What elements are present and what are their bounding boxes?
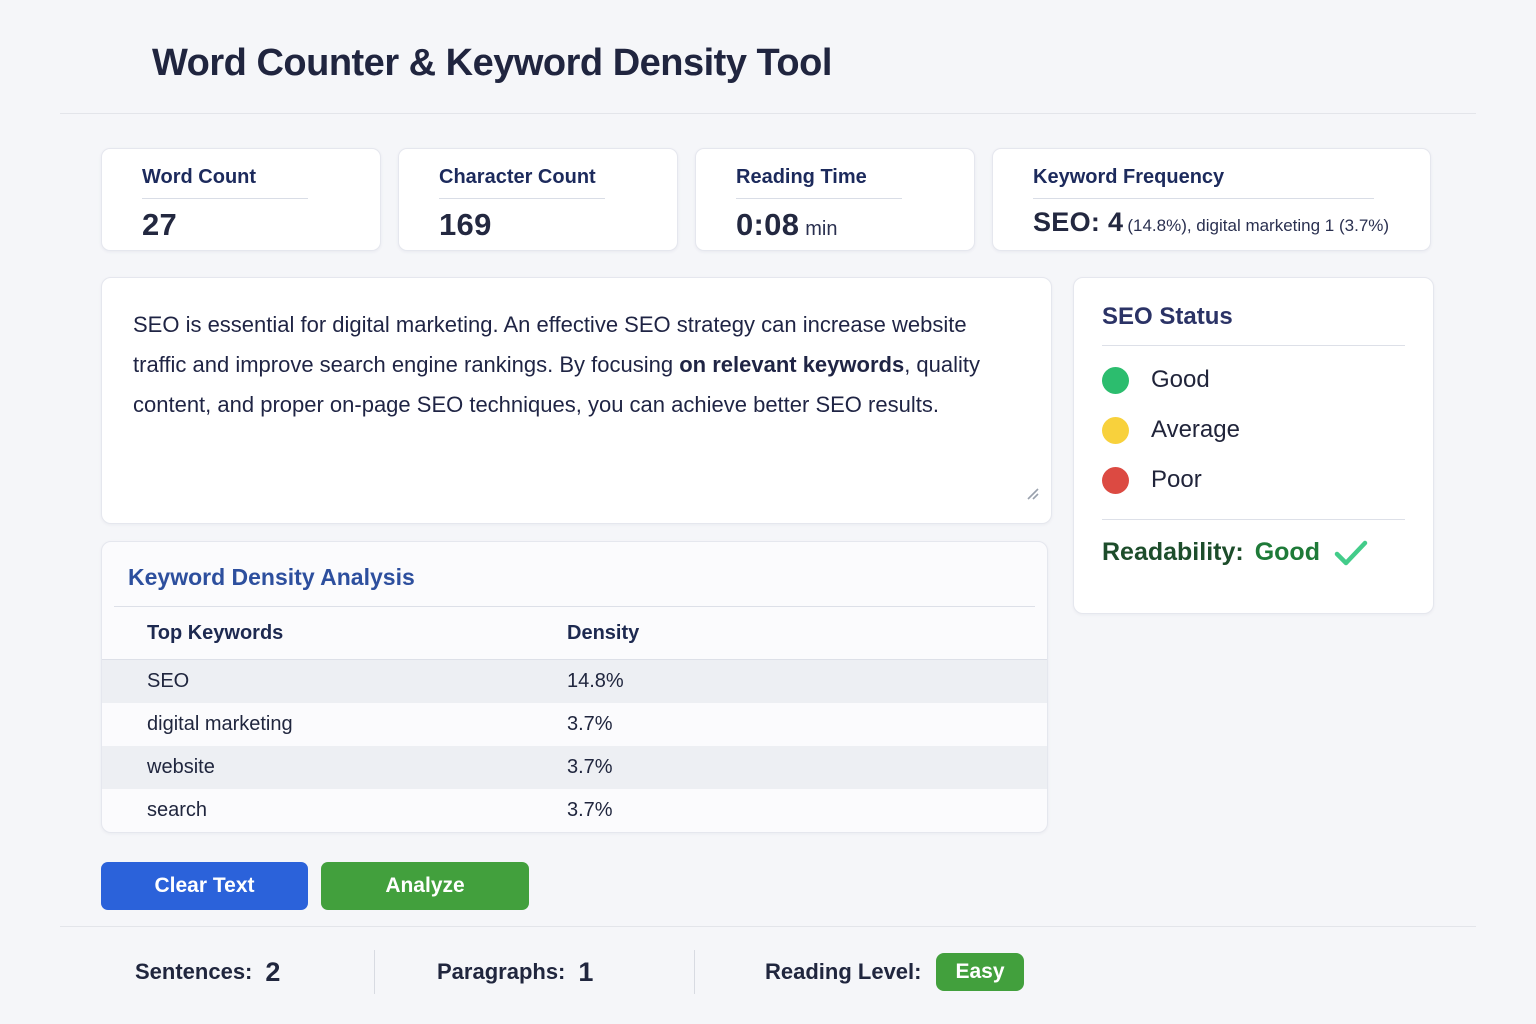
text-segment-bold: on relevant keywords xyxy=(679,352,905,377)
seo-status-panel: SEO Status Good Average Poor Readability… xyxy=(1073,277,1434,614)
table-row: search 3.7% xyxy=(102,789,1047,832)
footer-divider xyxy=(60,926,1476,927)
stat-divider xyxy=(736,198,903,199)
readability-status: Readability: Good xyxy=(1102,538,1405,567)
sentences-value: 2 xyxy=(265,956,281,987)
left-column: SEO is essential for digital marketing. … xyxy=(101,277,1052,910)
paragraphs-stat: Paragraphs: 1 xyxy=(375,950,695,994)
table-row: SEO 14.8% xyxy=(102,659,1047,703)
good-status-dot-icon xyxy=(1102,366,1129,394)
reading-level-label: Reading Level: xyxy=(765,959,922,984)
character-count-value: 169 xyxy=(439,207,492,242)
density-cell: 3.7% xyxy=(567,713,613,735)
readability-value: Good xyxy=(1254,538,1320,566)
legend-item-good: Good xyxy=(1102,366,1405,394)
stat-label: Word Count xyxy=(142,166,257,188)
keyword-cell: SEO xyxy=(147,670,190,692)
clear-text-button[interactable]: Clear Text xyxy=(101,862,308,910)
legend-item-poor: Poor xyxy=(1102,466,1405,494)
header: Word Counter & Keyword Density Tool xyxy=(60,0,1476,113)
stat-label: Reading Time xyxy=(736,166,867,188)
keyword-density-title: Keyword Density Analysis xyxy=(128,564,415,590)
readability-label: Readability: xyxy=(1102,538,1244,566)
footer-stats: Sentences: 2 Paragraphs: 1 Reading Level… xyxy=(60,927,1476,1017)
keyword-frequency-detail: (14.8%), digital marketing 1 (3.7%) xyxy=(1127,216,1390,235)
paragraphs-value: 1 xyxy=(578,956,594,987)
paragraphs-label: Paragraphs: xyxy=(437,959,566,984)
keyword-cell: search xyxy=(147,799,208,821)
seo-status-title: SEO Status xyxy=(1102,303,1233,330)
stat-divider xyxy=(439,198,606,199)
text-segment: SEO is essential for digital marketing. … xyxy=(133,312,967,377)
word-count-value: 27 xyxy=(142,207,178,242)
density-cell: 3.7% xyxy=(567,756,613,778)
sentences-label: Sentences: xyxy=(135,959,253,984)
text-input[interactable]: SEO is essential for digital marketing. … xyxy=(101,277,1052,524)
analyze-button[interactable]: Analyze xyxy=(321,862,529,910)
reading-time-unit: min xyxy=(805,218,838,240)
seo-status-divider xyxy=(1102,345,1405,346)
sentences-stat: Sentences: 2 xyxy=(60,950,375,994)
checkmark-icon xyxy=(1334,540,1368,566)
table-header-row: Top Keywords Density xyxy=(102,607,1047,660)
keyword-density-panel: Keyword Density Analysis Top Keywords De… xyxy=(101,541,1048,833)
reading-level-stat: Reading Level: Easy xyxy=(695,950,1024,994)
main-row: SEO is essential for digital marketing. … xyxy=(101,277,1476,910)
column-header-density: Density xyxy=(567,607,1047,660)
density-cell: 14.8% xyxy=(567,670,624,692)
stat-label: Character Count xyxy=(439,166,596,188)
legend-label: Average xyxy=(1151,416,1240,443)
table-row: website 3.7% xyxy=(102,746,1047,789)
header-divider xyxy=(60,113,1476,114)
actions-row: Clear Text Analyze xyxy=(101,862,1052,910)
keyword-cell: digital marketing xyxy=(147,713,293,735)
reading-level-badge: Easy xyxy=(936,953,1024,991)
reading-time-value: 0:08 xyxy=(736,207,800,242)
legend-item-average: Average xyxy=(1102,416,1405,444)
keyword-density-table: Top Keywords Density SEO 14.8% digital m… xyxy=(102,607,1047,832)
average-status-dot-icon xyxy=(1102,416,1129,444)
keyword-frequency-value: SEO: 4 xyxy=(1033,207,1124,237)
keyword-density-divider xyxy=(114,606,1035,607)
legend-label: Good xyxy=(1151,366,1210,393)
stat-card-reading-time: Reading Time 0:08 min xyxy=(695,148,975,251)
stat-card-word-count: Word Count 27 xyxy=(101,148,381,251)
keyword-cell: website xyxy=(147,756,215,778)
poor-status-dot-icon xyxy=(1102,466,1129,494)
table-row: digital marketing 3.7% xyxy=(102,703,1047,746)
stat-card-character-count: Character Count 169 xyxy=(398,148,678,251)
density-cell: 3.7% xyxy=(567,799,613,821)
readability-divider xyxy=(1102,519,1405,520)
page-title: Word Counter & Keyword Density Tool xyxy=(152,42,832,84)
stat-label: Keyword Frequency xyxy=(1033,166,1225,188)
stat-divider xyxy=(142,198,309,199)
right-column: SEO Status Good Average Poor Readability… xyxy=(1073,277,1434,614)
stats-row: Word Count 27 Character Count 169 Readin… xyxy=(101,148,1431,251)
stat-card-keyword-frequency: Keyword Frequency SEO: 4 (14.8%), digital… xyxy=(992,148,1431,251)
stat-divider xyxy=(1033,198,1375,199)
legend-label: Poor xyxy=(1151,466,1202,493)
column-header-keywords: Top Keywords xyxy=(102,607,567,660)
resize-handle-icon[interactable] xyxy=(1024,473,1039,513)
text-segment: , quality content, and proper on-page SE… xyxy=(133,352,981,417)
